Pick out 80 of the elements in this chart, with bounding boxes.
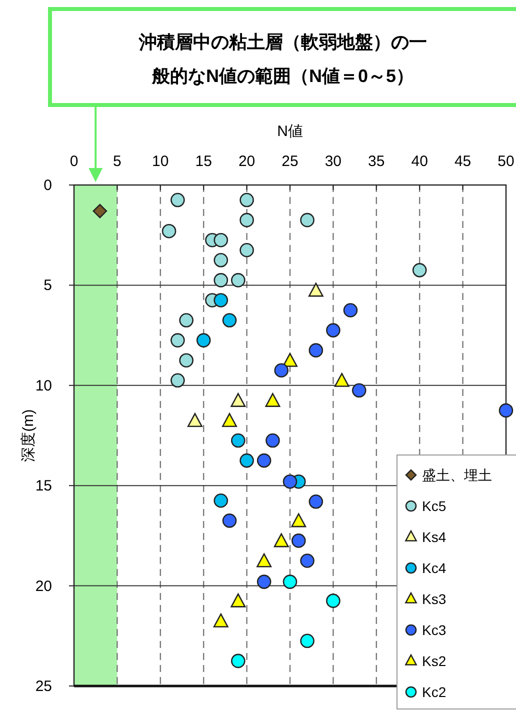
x-tick-label: 5	[113, 153, 122, 170]
point	[256, 574, 272, 589]
point	[498, 403, 514, 418]
point	[213, 613, 228, 628]
legend-label: Ks2	[422, 653, 446, 669]
point	[240, 212, 254, 228]
x-tick-label: 35	[368, 153, 385, 170]
x-axis-title: N値	[277, 123, 303, 140]
point	[266, 433, 280, 448]
point	[92, 204, 108, 218]
point	[170, 192, 185, 208]
legend-label: Ks3	[422, 591, 446, 607]
y-axis-title: 深度(m)	[20, 409, 37, 462]
point	[274, 533, 289, 548]
point	[222, 514, 237, 528]
point	[222, 313, 237, 328]
x-tick-label: 15	[195, 153, 212, 170]
point	[326, 594, 340, 608]
y-tick-label: 25	[35, 678, 52, 695]
y-tick-label: 5	[44, 277, 52, 294]
legend-label: Kc3	[422, 622, 446, 638]
point	[300, 634, 314, 648]
legend-label: Kc2	[422, 684, 446, 700]
y-tick-label: 15	[35, 478, 52, 495]
point	[230, 593, 246, 608]
point	[214, 232, 228, 248]
point	[196, 333, 211, 348]
point	[308, 282, 324, 297]
y-tick-label: 10	[35, 377, 52, 394]
point	[282, 352, 298, 367]
legend-label: 盛土、埋土	[422, 467, 492, 483]
point	[179, 353, 194, 368]
point	[222, 413, 237, 427]
x-tick-label: 30	[324, 153, 342, 170]
point	[231, 654, 246, 668]
x-tick-label: 10	[152, 153, 169, 170]
y-tick-label: 0	[44, 177, 52, 194]
point	[231, 273, 246, 288]
point	[300, 212, 314, 228]
point	[170, 333, 185, 348]
x-tick-label: 25	[282, 153, 298, 170]
point	[240, 192, 254, 208]
point	[291, 513, 306, 528]
point	[352, 383, 366, 398]
point	[214, 253, 228, 268]
y-tick-label: 20	[35, 578, 52, 595]
point	[412, 263, 427, 278]
x-tick-label: 40	[411, 153, 428, 170]
x-tick-label: 50	[498, 153, 514, 170]
point	[300, 554, 314, 568]
legend-label: Ks4	[422, 529, 446, 545]
x-tick-label: 45	[454, 153, 472, 170]
point	[170, 373, 185, 388]
point	[265, 392, 280, 407]
point	[187, 413, 202, 427]
legend-label: Kc5	[422, 498, 446, 514]
point	[308, 343, 324, 358]
point	[282, 574, 298, 589]
point	[256, 553, 272, 568]
point	[240, 453, 254, 468]
point	[214, 293, 228, 308]
point	[334, 372, 350, 387]
point	[214, 493, 228, 508]
point	[230, 392, 246, 407]
legend-label: Kc4	[422, 560, 446, 576]
point	[282, 474, 298, 489]
point	[162, 224, 176, 238]
point	[326, 323, 340, 338]
point	[231, 433, 246, 448]
point	[214, 273, 228, 288]
x-tick-label: 0	[70, 153, 78, 170]
point	[291, 534, 306, 548]
x-tick-label: 20	[238, 153, 256, 170]
point	[308, 494, 324, 509]
point	[179, 313, 194, 328]
chart-title: 沖積層中の粘土層（軟弱地盤）の一般的なN値の範囲（N値＝0～5）	[138, 32, 427, 86]
point	[343, 303, 358, 318]
point	[274, 363, 289, 378]
point	[240, 242, 254, 258]
point	[256, 453, 272, 468]
